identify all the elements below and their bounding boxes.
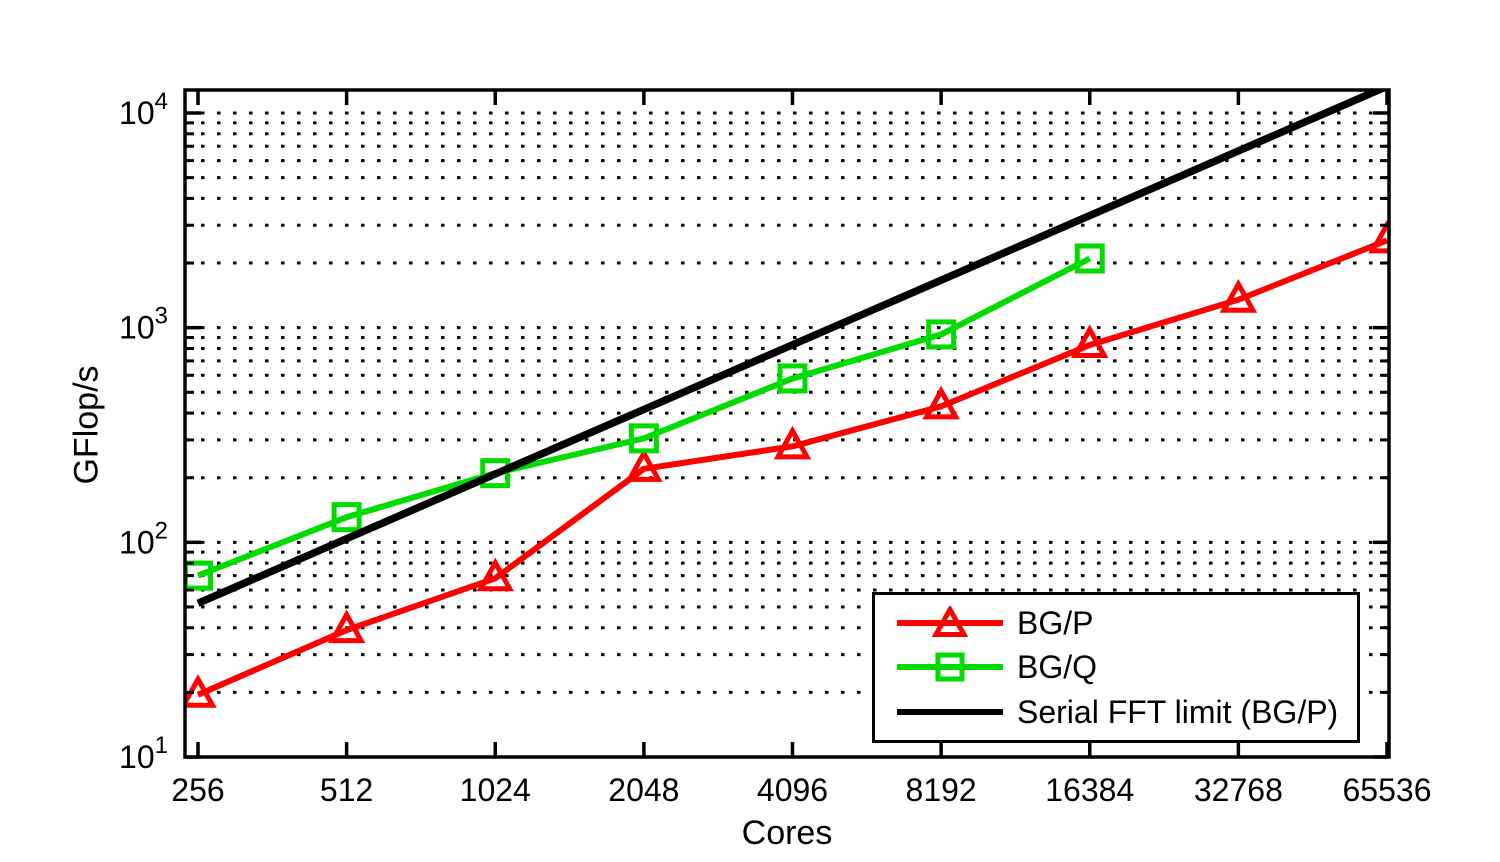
legend-sample-bgp xyxy=(897,606,1003,638)
x-tick-label: 32768 xyxy=(1194,772,1283,808)
y-tick-label: 102 xyxy=(119,517,168,560)
legend-sample-serial-limit xyxy=(897,708,1003,715)
y-tick-label: 104 xyxy=(119,88,168,131)
legend-row-serial-limit: Serial FFT limit (BG/P) xyxy=(895,695,1357,729)
x-tick-label: 512 xyxy=(320,772,373,808)
series-bg-q xyxy=(185,243,1105,591)
y-axis-label: GFlop/s xyxy=(67,365,106,485)
legend-row-bgp: BG/P xyxy=(895,606,1357,640)
x-tick-label: 2048 xyxy=(608,772,679,808)
x-tick-label: 1024 xyxy=(460,772,531,808)
legend: BG/P BG/Q Serial FFT limit (BG/P) xyxy=(872,592,1360,743)
legend-label-bgp: BG/P xyxy=(1017,605,1094,642)
tick-labels: 256 512 1024 2048 4096 8192 16384 32768 65536 101… xyxy=(119,88,1431,808)
series-group xyxy=(185,90,1389,708)
axes xyxy=(183,88,1391,759)
y-tick-label: 101 xyxy=(119,732,168,775)
legend-label-bgq: BG/Q xyxy=(1017,649,1098,686)
x-tick-label: 65536 xyxy=(1343,772,1432,808)
legend-sample-bgq xyxy=(897,652,1003,682)
x-axis-label: Cores xyxy=(741,814,833,852)
series-serial-fft-limit-bg-p- xyxy=(196,90,1388,607)
x-tick-label: 256 xyxy=(171,772,224,808)
x-tick-label: 16384 xyxy=(1045,772,1134,808)
x-tick-label: 4096 xyxy=(757,772,828,808)
y-tick-label: 103 xyxy=(119,303,168,346)
x-tick-label: 8192 xyxy=(906,772,977,808)
legend-label-serial-limit: Serial FFT limit (BG/P) xyxy=(1017,693,1339,730)
legend-row-bgq: BG/Q xyxy=(895,650,1357,684)
